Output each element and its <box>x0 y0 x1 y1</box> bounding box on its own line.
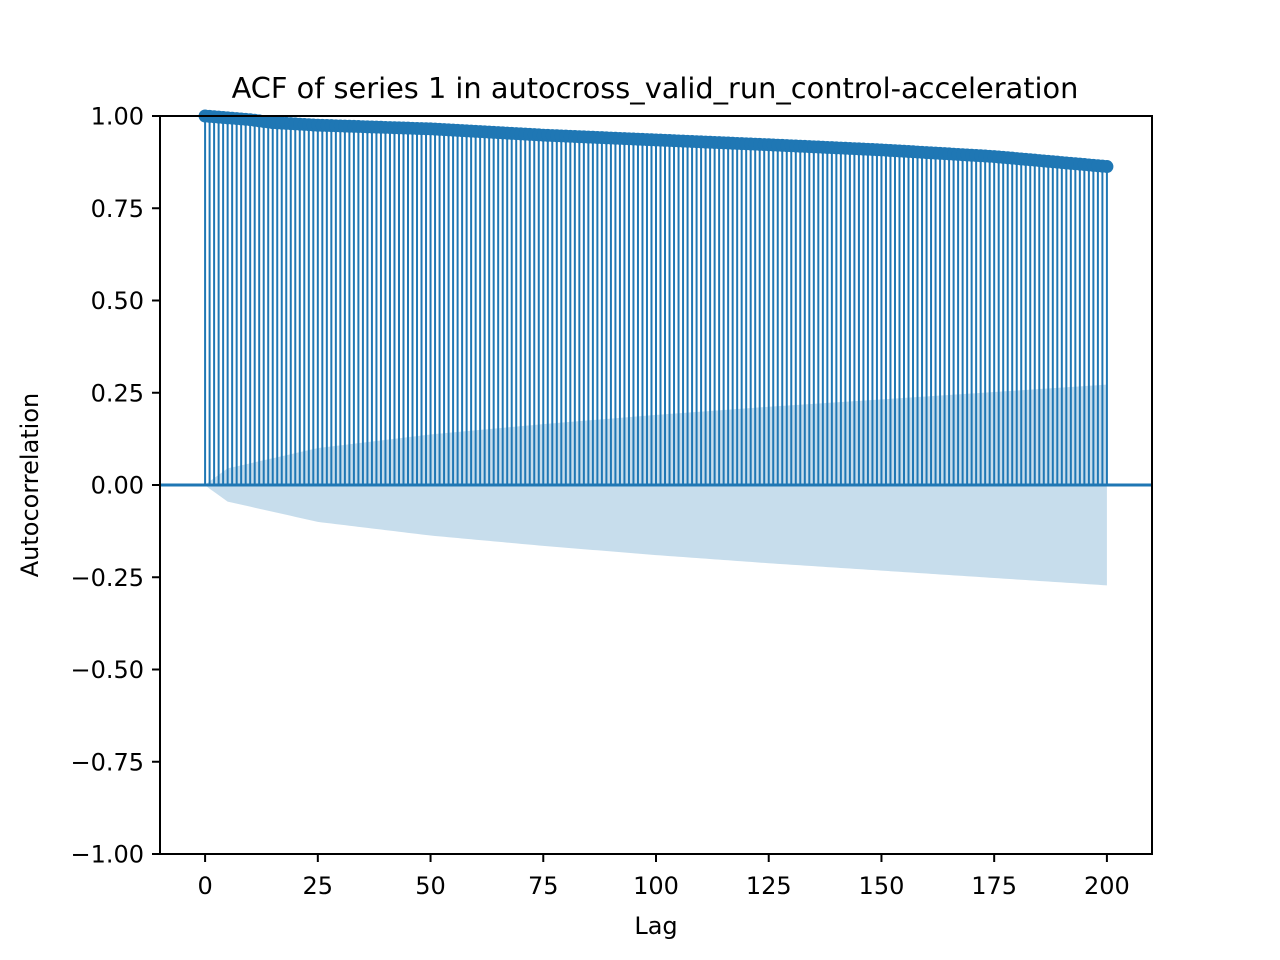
stem-layer <box>160 109 1152 487</box>
x-tick-label-100: 100 <box>633 872 679 900</box>
y-tick-label-1: −0.75 <box>70 748 144 776</box>
x-tick-label-75: 75 <box>528 872 559 900</box>
y-axis-title: Autocorrelation <box>16 393 44 578</box>
x-tick-label-0: 0 <box>197 872 212 900</box>
y-tick-label-7: 0.75 <box>91 195 144 223</box>
x-tick-label-50: 50 <box>415 872 446 900</box>
y-tick-label-4: 0.00 <box>91 472 144 500</box>
y-tick-label-5: 0.25 <box>91 379 144 407</box>
x-axis-title: Lag <box>634 912 677 940</box>
y-tick-label-8: 1.00 <box>91 103 144 131</box>
acf-marker-lag-200 <box>1100 160 1114 174</box>
y-tick-label-2: −0.50 <box>70 656 144 684</box>
x-tick-label-125: 125 <box>746 872 792 900</box>
y-tick-label-0: −1.00 <box>70 841 144 869</box>
y-tick-label-6: 0.50 <box>91 287 144 315</box>
chart-title: ACF of series 1 in autocross_valid_run_c… <box>232 71 1079 105</box>
x-tick-label-200: 200 <box>1084 872 1130 900</box>
axes-layer: 0 25 50 75 100 125 150 175 200 −1.00 −0.75 −0.50 −0.… <box>70 103 1153 900</box>
y-tick-label-3: −0.25 <box>70 564 144 592</box>
x-tick-label-25: 25 <box>303 872 334 900</box>
x-tick-label-175: 175 <box>971 872 1017 900</box>
x-tick-label-150: 150 <box>859 872 905 900</box>
